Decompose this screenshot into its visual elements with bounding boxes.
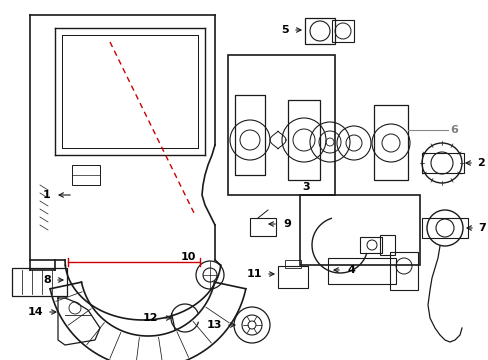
Text: 5: 5 [281, 25, 288, 35]
Text: 11: 11 [246, 269, 262, 279]
Bar [331, 20, 353, 42]
Bar [373, 105, 407, 180]
Bar [12, 268, 67, 296]
Bar [389, 252, 417, 290]
Text: 3: 3 [302, 182, 309, 192]
Bar [72, 165, 100, 185]
Text: 14: 14 [27, 307, 43, 317]
Bar [421, 218, 467, 238]
Text: 2: 2 [476, 158, 484, 168]
Text: 1: 1 [42, 190, 50, 200]
Bar [249, 218, 275, 236]
Text: 13: 13 [206, 320, 222, 330]
Bar [305, 18, 334, 44]
Text: 10: 10 [180, 252, 196, 262]
Text: 4: 4 [346, 265, 354, 275]
Bar [278, 266, 307, 288]
Bar [299, 195, 419, 265]
Bar [227, 55, 334, 195]
Bar [235, 95, 264, 175]
Text: 12: 12 [142, 313, 158, 323]
Bar [287, 100, 319, 180]
Bar [327, 258, 395, 284]
Text: 7: 7 [477, 223, 485, 233]
Bar [379, 235, 394, 255]
Bar [359, 237, 381, 253]
Bar [285, 260, 301, 268]
Text: 8: 8 [43, 275, 51, 285]
Bar [421, 153, 463, 173]
Text: 6: 6 [449, 125, 457, 135]
Text: 9: 9 [283, 219, 290, 229]
